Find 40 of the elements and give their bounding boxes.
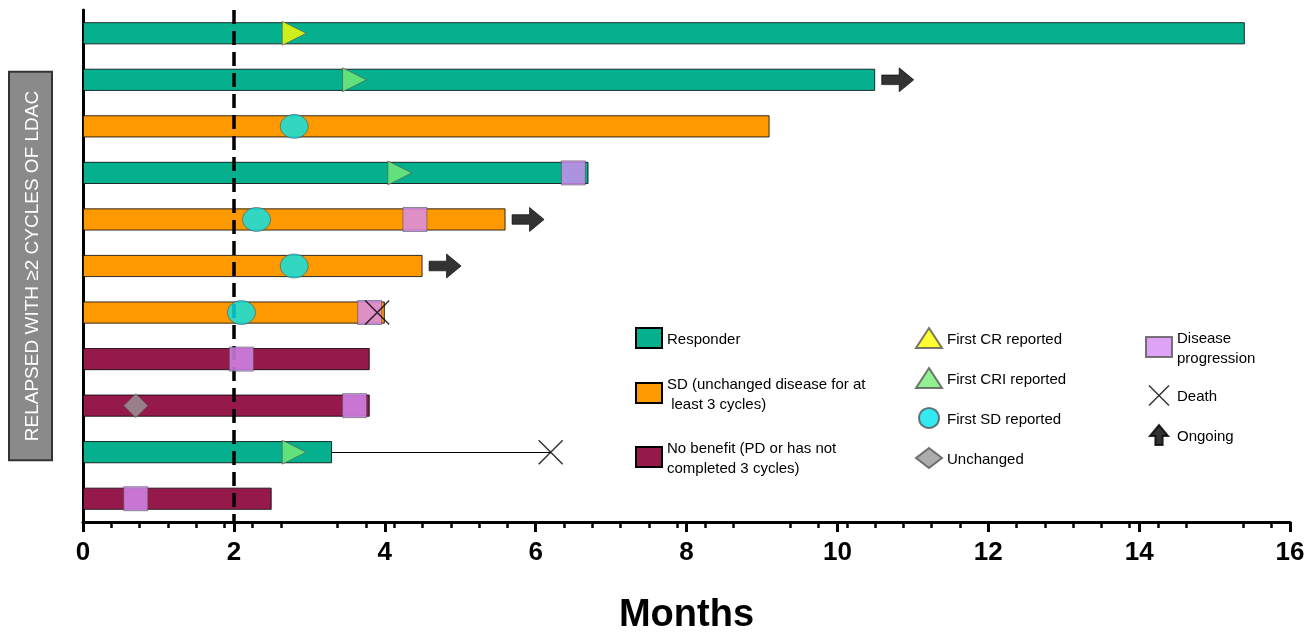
point: [511, 207, 545, 232]
x-tick-label: 16: [1275, 536, 1305, 566]
x-tick-label: 2: [226, 536, 242, 566]
x-axis-title: Months: [618, 592, 755, 634]
legend-label: Disease progression: [1177, 328, 1256, 366]
point: [281, 439, 307, 465]
point: [281, 20, 307, 46]
x-tick-label: 8: [679, 536, 694, 566]
point: [387, 160, 413, 186]
point: [123, 393, 149, 419]
point: [342, 393, 367, 419]
legend-label: Responder: [667, 329, 741, 347]
point: [123, 486, 149, 512]
legend-label: Death: [1177, 387, 1218, 404]
legend-label: SD (unchanged disease for at least 3 cycles): [667, 374, 867, 412]
point: [402, 207, 428, 232]
x-tick-label: 12: [973, 536, 1003, 566]
y-axis-title: RELAPSED WITH ≥2 CYCLES OF LDAC: [21, 90, 42, 442]
point: [881, 67, 915, 93]
point: [279, 253, 309, 279]
point: [279, 113, 309, 139]
point: [364, 299, 390, 326]
point: [242, 207, 271, 232]
legend-label: Ongoing: [1177, 426, 1234, 444]
legend-label: No benefit (PD or has not completed 3 cycles): [667, 438, 841, 476]
x-tick-label: 10: [822, 536, 852, 566]
point: [560, 160, 586, 186]
legend-label: Unchanged: [947, 449, 1024, 467]
legend-label: First CR reported: [947, 329, 1063, 347]
point: [227, 300, 256, 325]
x-tick-label: 4: [377, 536, 393, 566]
x-tick-label: 0: [75, 536, 91, 566]
point: [229, 346, 254, 372]
legend-label: First SD reported: [947, 409, 1062, 427]
x-tick-label: 14: [1124, 536, 1155, 566]
legend-label: First CRI reported: [947, 369, 1067, 387]
point: [342, 67, 367, 93]
point: [537, 439, 564, 465]
point: [428, 253, 462, 279]
x-tick-label: 6: [528, 536, 543, 566]
